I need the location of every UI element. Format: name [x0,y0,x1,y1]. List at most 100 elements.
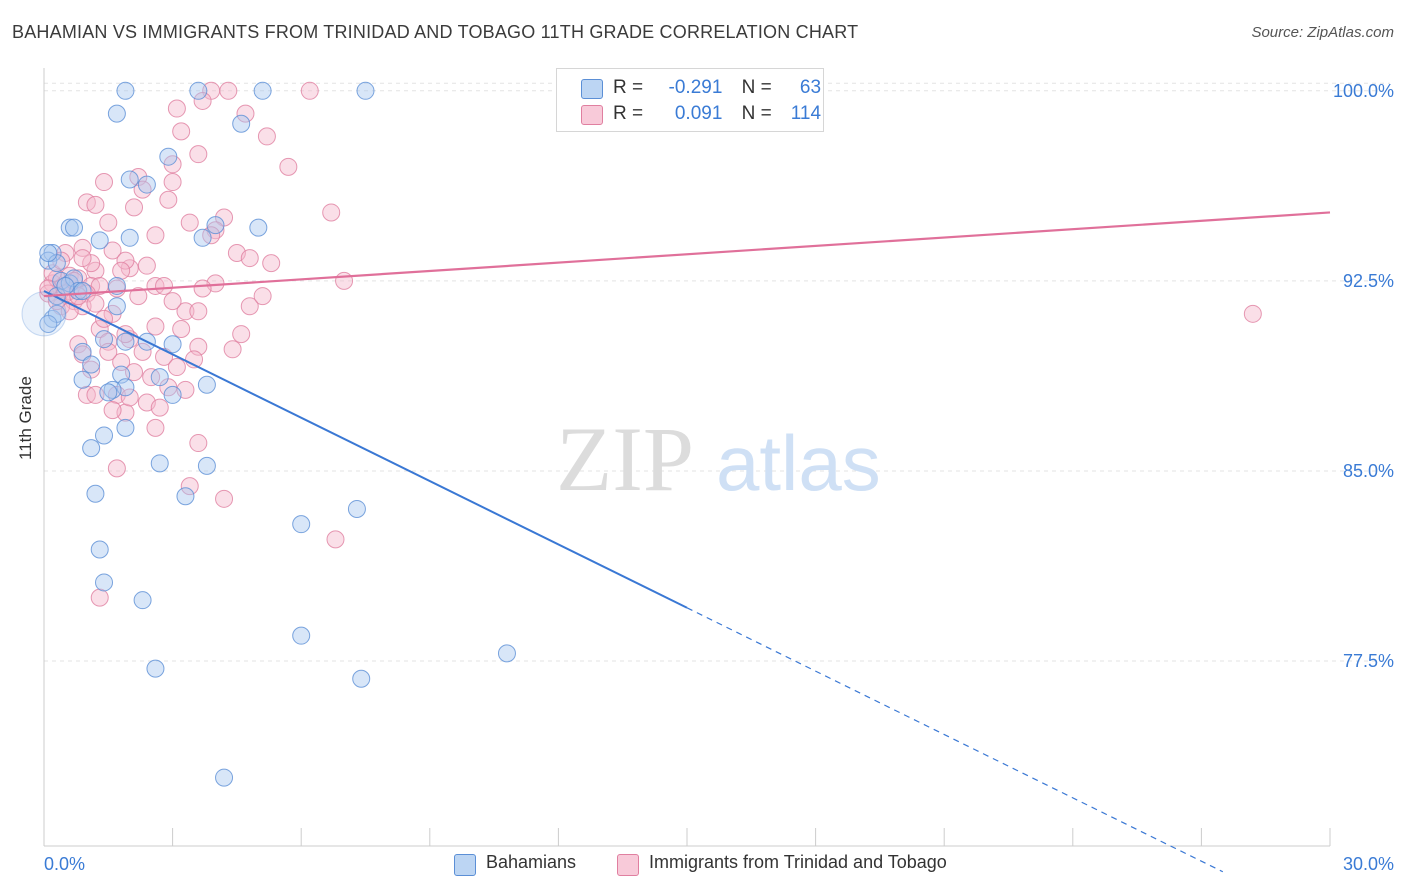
blue-point [65,218,84,237]
pink-point [232,325,251,344]
blue-point [107,297,126,316]
pink-point [150,398,169,417]
pink-point [189,302,208,321]
blue-point [116,332,135,351]
pink-point [95,173,114,192]
pink-point [167,358,186,377]
y-tick-label: 92.5% [1343,271,1394,291]
blue-trend-line [43,290,688,609]
pink-point [1243,304,1262,323]
blue-point [193,228,212,247]
axes [43,68,1331,847]
blue-point [95,426,114,445]
pink-point [240,249,259,268]
pink-point [103,241,122,260]
blue-point [249,218,268,237]
blue-point [150,368,169,387]
blue-point [163,335,182,354]
pink-point [172,122,191,141]
pink-point [219,81,238,100]
x-tick-label: 0.0% [44,854,85,874]
blue-series-points [21,81,516,787]
blue-point [39,314,58,333]
pink-point [103,401,122,420]
pink-point [120,388,139,407]
pink-point [146,418,165,437]
blue-point [73,282,92,301]
watermark: ZIP atlas [556,408,881,510]
x-tick-label: 30.0% [1343,854,1394,874]
pink-point [262,254,281,273]
y-tick-label: 100.0% [1333,81,1394,101]
blue-trend-extension [686,607,1224,873]
blue-point [120,228,139,247]
pink-point [240,297,259,316]
pink-point [129,287,148,306]
blue-swatch-icon [581,79,603,99]
blue-point [99,383,118,402]
gridlines [44,82,1390,662]
pink-point [223,340,242,359]
source-credit: Source: ZipAtlas.com [1251,24,1394,41]
pink-point [163,292,182,311]
pink-swatch-icon [581,105,603,125]
pink-point [112,352,131,371]
blue-point [82,355,101,374]
pink-point [326,530,345,549]
watermark-zip: ZIP [556,408,694,510]
blue-point [352,669,371,688]
blue-swatch-icon [454,854,476,876]
blue-point [206,216,225,235]
bottom-legend-label: Bahamians [486,852,577,872]
pink-point [137,256,156,275]
pink-point [125,198,144,217]
pink-point [73,249,92,268]
blue-point [73,370,92,389]
pink-point [112,261,131,280]
blue-point [232,114,251,133]
pink-point [180,213,199,232]
blue-point [116,81,135,100]
blue-point [197,375,216,394]
pink-point [90,588,109,607]
blue-point [90,231,109,250]
pink-point [155,276,174,295]
blue-point [347,499,366,518]
pink-point [236,104,255,123]
pink-point [99,213,118,232]
bottom-legend-label: Immigrants from Trinidad and Tobago [649,852,947,872]
blue-point [39,243,58,262]
y-axis-label: 11th Grade [16,376,35,460]
pink-point [257,127,276,146]
y-tick-label: 77.5% [1343,651,1394,671]
tick-labels: 77.5% 85.0% 92.5% 100.0% 0.0% 30.0% [44,81,1394,874]
blue-point [120,170,139,189]
correlation-legend: R = -0.291 N = 63 R = 0.091 N = 114 [556,68,824,132]
blue-point [56,276,75,295]
pink-point [322,203,341,222]
pink-point [159,190,178,209]
pink-point [73,238,92,257]
blue-point [497,644,516,663]
pink-swatch-icon [617,854,639,876]
blue-point [82,439,101,458]
pink-trend-line [43,211,1331,298]
pink-series-points [39,81,1262,607]
blue-point [116,418,135,437]
pink-point [193,279,212,298]
pink-point [133,342,152,361]
blue-point [95,330,114,349]
blue-point [73,342,92,361]
watermark-atlas: atlas [716,419,881,507]
pink-point [95,309,114,328]
blue-point [133,591,152,610]
blue-point [189,81,208,100]
legend-r-value: -0.291 [668,77,723,98]
blue-point [163,385,182,404]
blue-point [292,626,311,645]
pink-point [253,287,272,306]
chart-title: BAHAMIAN VS IMMIGRANTS FROM TRINIDAD AND… [12,22,859,42]
pink-point [116,251,135,270]
pink-point [146,226,165,245]
